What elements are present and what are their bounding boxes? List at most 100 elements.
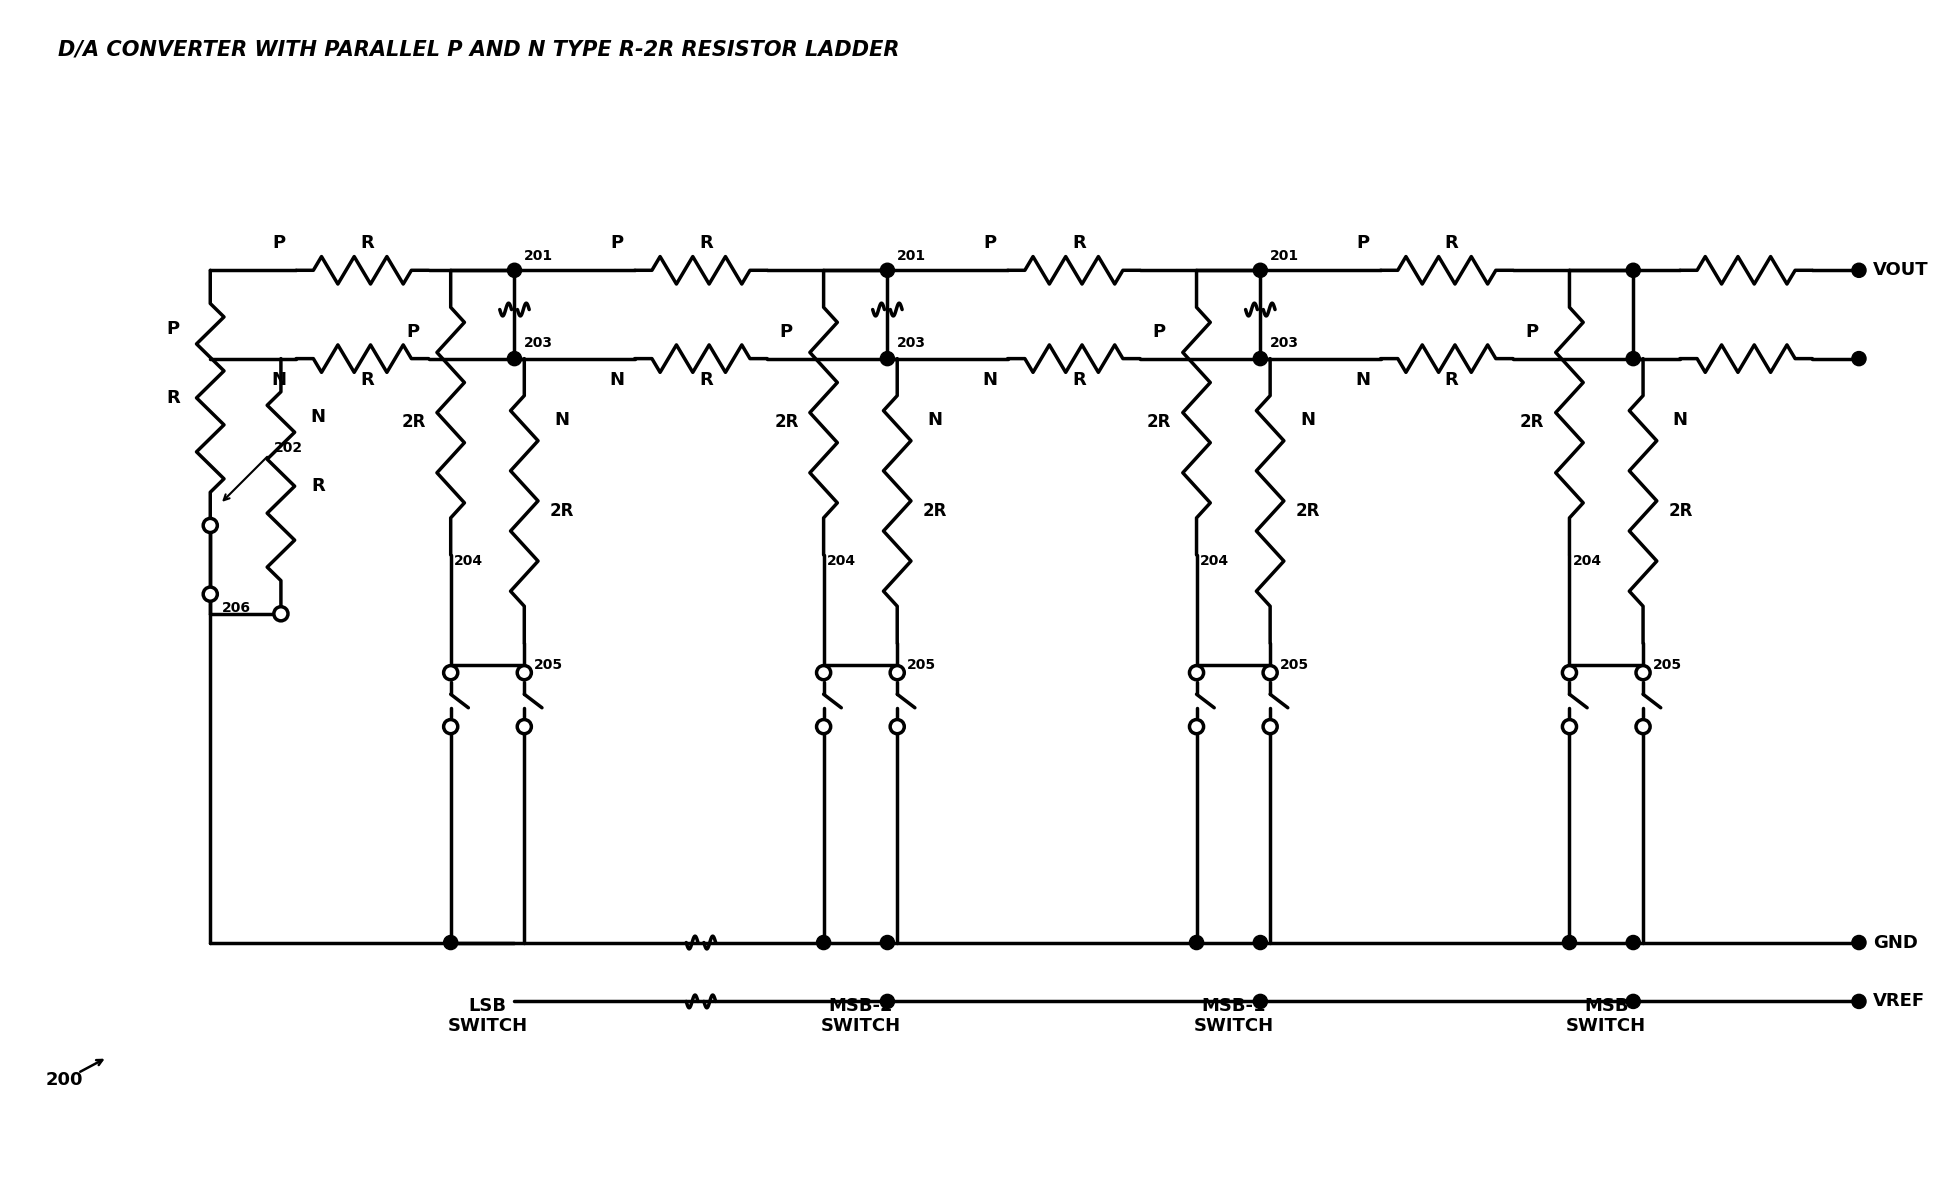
- Text: P: P: [611, 234, 623, 252]
- Circle shape: [443, 666, 458, 680]
- Text: 2R: 2R: [1669, 502, 1692, 520]
- Text: 201: 201: [524, 249, 553, 264]
- Circle shape: [1263, 666, 1276, 680]
- Circle shape: [890, 666, 905, 680]
- Circle shape: [1636, 720, 1650, 733]
- Text: 2R: 2R: [1147, 413, 1172, 431]
- Text: 205: 205: [1280, 657, 1309, 672]
- Text: 201: 201: [897, 249, 926, 264]
- Circle shape: [880, 352, 894, 366]
- Circle shape: [1253, 936, 1267, 950]
- Text: N: N: [1300, 412, 1315, 430]
- Circle shape: [443, 720, 458, 733]
- Circle shape: [890, 720, 905, 733]
- Text: P: P: [273, 234, 284, 252]
- Text: N: N: [1673, 412, 1688, 430]
- Circle shape: [1853, 352, 1866, 366]
- Circle shape: [1189, 666, 1203, 680]
- Text: 202: 202: [275, 441, 304, 455]
- Circle shape: [1563, 720, 1576, 733]
- Text: VREF: VREF: [1872, 992, 1924, 1010]
- Text: P: P: [1526, 323, 1539, 341]
- Circle shape: [1626, 352, 1640, 366]
- Text: R: R: [311, 477, 325, 495]
- Text: P: P: [1153, 323, 1166, 341]
- Circle shape: [203, 588, 217, 601]
- Text: MSB-2
SWITCH: MSB-2 SWITCH: [820, 997, 901, 1035]
- Text: 204: 204: [454, 554, 484, 568]
- Circle shape: [816, 720, 832, 733]
- Text: P: P: [166, 320, 180, 338]
- Circle shape: [443, 936, 458, 950]
- Text: R: R: [698, 234, 714, 252]
- Circle shape: [880, 995, 894, 1009]
- Text: 204: 204: [1199, 554, 1228, 568]
- Circle shape: [1853, 264, 1866, 277]
- Text: MSB-1
SWITCH: MSB-1 SWITCH: [1193, 997, 1273, 1035]
- Text: 204: 204: [826, 554, 855, 568]
- Text: P: P: [779, 323, 793, 341]
- Circle shape: [1263, 720, 1276, 733]
- Text: VOUT: VOUT: [1872, 261, 1928, 279]
- Text: 203: 203: [1271, 336, 1300, 350]
- Circle shape: [1253, 264, 1267, 277]
- Text: R: R: [166, 389, 180, 407]
- Circle shape: [1189, 936, 1203, 950]
- Text: 2R: 2R: [549, 502, 574, 520]
- Text: N: N: [926, 412, 942, 430]
- Text: P: P: [1356, 234, 1369, 252]
- Text: 203: 203: [524, 336, 553, 350]
- Text: 200: 200: [44, 1070, 83, 1088]
- Text: R: R: [360, 234, 373, 252]
- Text: 2R: 2R: [1296, 502, 1319, 520]
- Circle shape: [816, 936, 832, 950]
- Text: R: R: [1445, 371, 1458, 389]
- Text: 206: 206: [222, 601, 251, 615]
- Text: 205: 205: [534, 657, 563, 672]
- Text: R: R: [1071, 234, 1085, 252]
- Circle shape: [880, 264, 894, 277]
- Text: N: N: [1356, 371, 1371, 389]
- Circle shape: [516, 720, 532, 733]
- Circle shape: [507, 352, 522, 366]
- Circle shape: [1253, 352, 1267, 366]
- Circle shape: [816, 666, 832, 680]
- Circle shape: [516, 666, 532, 680]
- Text: 2R: 2R: [774, 413, 799, 431]
- Circle shape: [880, 936, 894, 950]
- Text: D/A CONVERTER WITH PARALLEL P AND N TYPE R-2R RESISTOR LADDER: D/A CONVERTER WITH PARALLEL P AND N TYPE…: [58, 40, 899, 60]
- Text: 204: 204: [1572, 554, 1601, 568]
- Text: 2R: 2R: [1520, 413, 1545, 431]
- Text: P: P: [406, 323, 420, 341]
- Text: R: R: [360, 371, 373, 389]
- Circle shape: [1189, 720, 1203, 733]
- Text: N: N: [553, 412, 569, 430]
- Circle shape: [507, 264, 522, 277]
- Text: N: N: [609, 371, 625, 389]
- Circle shape: [1853, 995, 1866, 1009]
- Text: N: N: [271, 371, 286, 389]
- Text: 205: 205: [1654, 657, 1683, 672]
- Text: 201: 201: [1271, 249, 1300, 264]
- Circle shape: [1626, 264, 1640, 277]
- Text: R: R: [1071, 371, 1085, 389]
- Text: N: N: [982, 371, 998, 389]
- Text: R: R: [698, 371, 714, 389]
- Circle shape: [1626, 995, 1640, 1009]
- Text: 2R: 2R: [400, 413, 425, 431]
- Text: LSB
SWITCH: LSB SWITCH: [447, 997, 528, 1035]
- Circle shape: [1853, 936, 1866, 950]
- Text: P: P: [982, 234, 996, 252]
- Text: 205: 205: [907, 657, 936, 672]
- Circle shape: [1563, 936, 1576, 950]
- Text: MSB
SWITCH: MSB SWITCH: [1567, 997, 1646, 1035]
- Circle shape: [1253, 995, 1267, 1009]
- Text: GND: GND: [1872, 933, 1919, 951]
- Text: N: N: [311, 408, 325, 426]
- Text: 2R: 2R: [923, 502, 948, 520]
- Circle shape: [203, 519, 217, 532]
- Circle shape: [1636, 666, 1650, 680]
- Text: 203: 203: [897, 336, 926, 350]
- Circle shape: [275, 607, 288, 621]
- Text: R: R: [1445, 234, 1458, 252]
